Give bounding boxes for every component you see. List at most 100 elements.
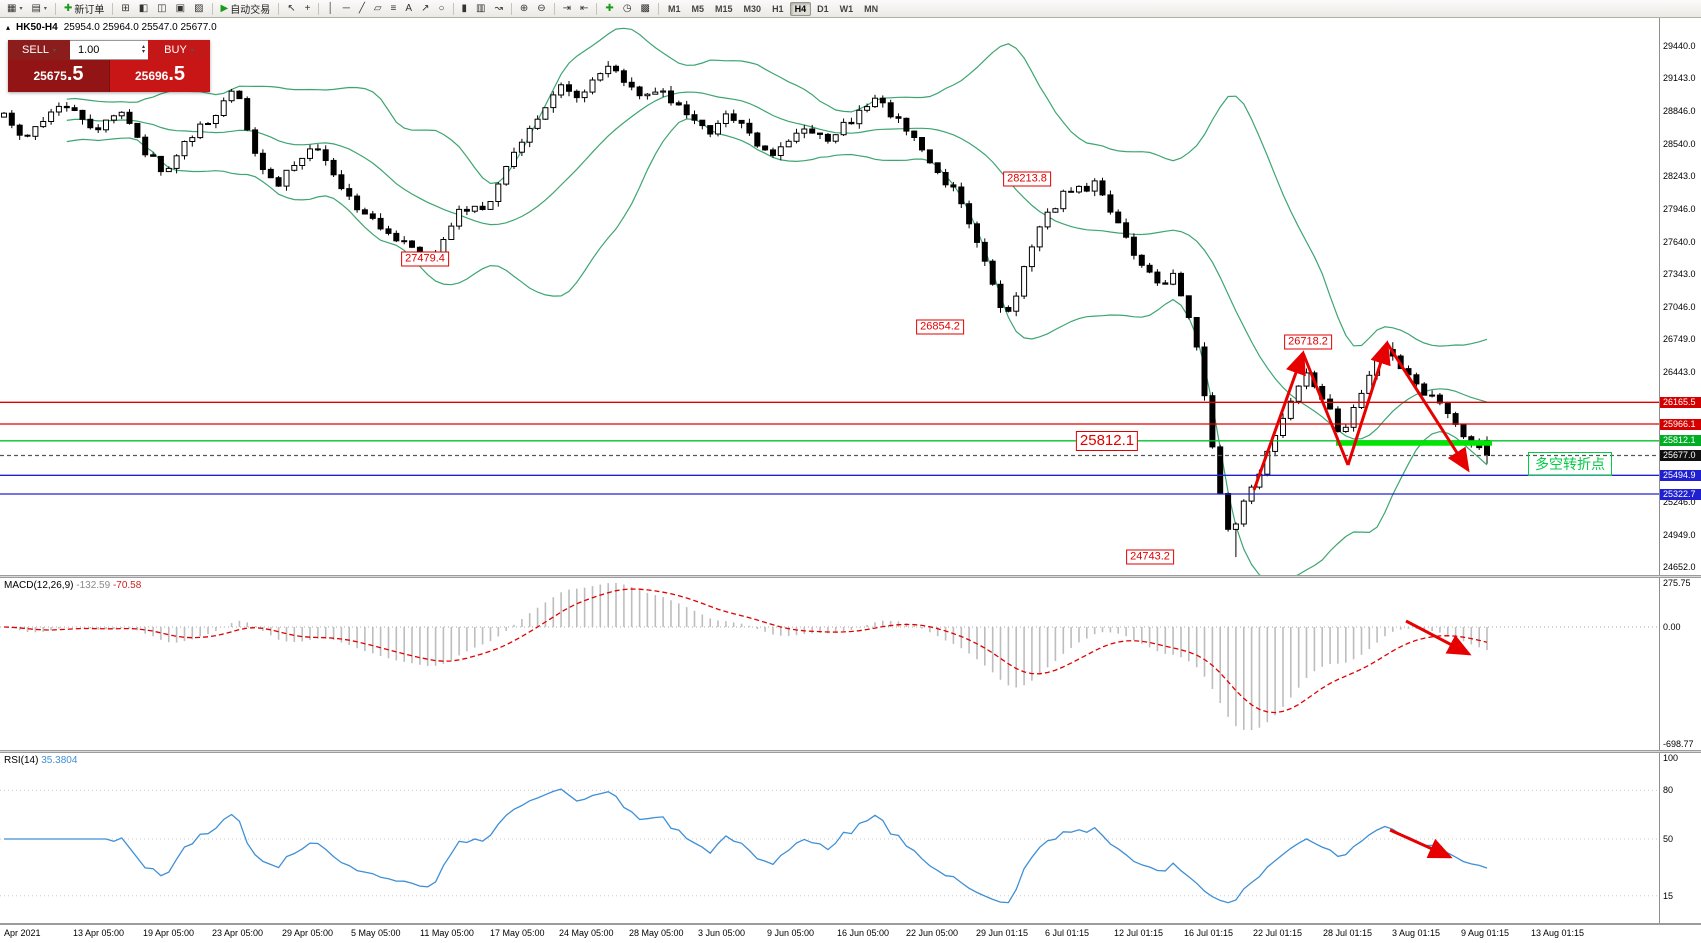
toolbar-separator <box>658 2 659 15</box>
trendline-button[interactable]: ╱ <box>355 1 369 16</box>
volume-input[interactable]: 1.00 ▴ ▾ <box>70 40 148 60</box>
price-axis-label: 27046.0 <box>1663 302 1696 312</box>
price-tag: 25322.7 <box>1660 489 1701 500</box>
volume-up-button[interactable]: ▴ <box>141 44 145 50</box>
time-axis-label: 12 Jul 01:15 <box>1114 928 1164 938</box>
toolbar-separator <box>112 2 114 15</box>
arrows-tool-button[interactable]: ↗ <box>417 1 433 16</box>
zoom-in-icon: ⊕ <box>519 2 529 14</box>
periods-button[interactable]: ◷ <box>619 1 636 16</box>
horizontal-line-button[interactable]: ─ <box>339 1 354 16</box>
text-label-button[interactable]: A <box>401 1 416 16</box>
price-axis-label: 24949.0 <box>1663 530 1696 540</box>
time-axis-label: 9 Aug 01:15 <box>1461 928 1510 938</box>
rsi-panel[interactable] <box>0 753 1659 923</box>
price-annotation[interactable]: 26718.2 <box>1284 334 1332 350</box>
bar-chart-icon: ▥ <box>476 2 486 14</box>
main-price-chart[interactable] <box>0 18 1659 575</box>
rsi-svg[interactable] <box>0 753 1659 923</box>
templates-button[interactable]: ▩ <box>637 1 654 16</box>
timeframe-d1-button[interactable]: D1 <box>817 3 829 14</box>
price-annotation[interactable]: 24743.2 <box>1126 549 1174 565</box>
price-axis-label: 28846.0 <box>1663 106 1696 116</box>
horizontal-levels[interactable] <box>0 401 1659 495</box>
trend-arrow[interactable] <box>1252 350 1306 491</box>
price-tag: 25677.0 <box>1660 450 1701 461</box>
strategy-tester-button[interactable]: ▨ <box>190 1 207 16</box>
new-order-icon: ✚ <box>63 2 73 14</box>
zoom-in-button[interactable]: ⊕ <box>516 1 532 16</box>
panel-separator[interactable] <box>0 575 1701 578</box>
timeframe-w1-button[interactable]: W1 <box>839 3 854 14</box>
shapes-tool-button[interactable]: ○ <box>434 1 448 16</box>
trend-arrow[interactable] <box>1346 340 1391 466</box>
timeframe-h4-button[interactable]: H4 <box>789 1 812 16</box>
price-annotation[interactable]: 28213.8 <box>1003 171 1051 187</box>
time-axis-label: 19 Apr 05:00 <box>143 928 195 938</box>
price-annotation[interactable]: 27479.4 <box>401 251 449 267</box>
macd-svg[interactable] <box>0 578 1659 750</box>
macd-panel[interactable] <box>0 578 1659 750</box>
profiles-button[interactable]: ▤ ▾ <box>27 1 50 16</box>
timeframe-m1-button[interactable]: M1 <box>668 3 681 14</box>
timeframe-h1-button[interactable]: H1 <box>772 3 784 14</box>
zoom-out-button[interactable]: ⊖ <box>533 1 549 16</box>
horizontal-line-icon: ─ <box>342 2 350 14</box>
data-window-icon: ◧ <box>138 2 149 14</box>
fibonacci-retracement-icon: ≡ <box>390 2 397 14</box>
trendline-icon: ╱ <box>358 2 365 14</box>
new-chart-caret-icon: ▾ <box>19 6 23 12</box>
candlestick-chart-button[interactable]: ▮ <box>458 1 472 16</box>
terminal-button[interactable]: ▣ <box>172 1 189 16</box>
navigator-button[interactable]: ◫ <box>153 1 170 16</box>
price-axis[interactable]: 29440.0 29143.0 28846.0 28540.0 28243.0 27946… <box>1659 18 1701 923</box>
toolbar-separator <box>596 2 598 15</box>
buy-button[interactable]: BUY ▾ <box>148 40 210 60</box>
rsi-trend-arrow[interactable] <box>1389 828 1453 859</box>
sell-price[interactable]: 25675.5 <box>8 60 109 92</box>
volume-down-button[interactable]: ▾ <box>141 49 145 55</box>
equidistant-channel-button[interactable]: ▱ <box>370 1 386 16</box>
timeframe-m15-button[interactable]: M15 <box>715 3 733 14</box>
new-chart-button[interactable]: ▦ ▾ <box>3 1 26 16</box>
crosshair-button[interactable]: + <box>301 1 315 16</box>
rsi-line <box>4 788 1488 904</box>
toolbar-separator <box>211 2 213 15</box>
trend-arrow[interactable] <box>1301 352 1350 466</box>
macd-trend-arrow[interactable] <box>1405 619 1472 656</box>
turning-point-note[interactable]: 多空转折点 <box>1528 452 1612 476</box>
auto-trading-button[interactable]: ▶ 自动交易 <box>217 1 275 16</box>
buy-price[interactable]: 25696.5 <box>109 60 210 92</box>
indicators-button[interactable]: ✚ <box>601 1 617 16</box>
price-annotation[interactable]: 25812.1 <box>1075 431 1139 451</box>
vertical-line-button[interactable]: │ <box>323 1 337 16</box>
new-order-label: 新订单 <box>74 5 105 16</box>
panel-separator[interactable] <box>0 750 1701 753</box>
macd-axis-label: -698.77 <box>1663 739 1694 749</box>
time-axis-label: 16 Jun 05:00 <box>837 928 890 938</box>
market-watch-button[interactable]: ⊞ <box>117 1 133 16</box>
cursor-icon: ↖ <box>287 2 296 14</box>
one-click-collapse-icon[interactable]: ▴ <box>6 23 11 32</box>
timeframe-m5-button[interactable]: M5 <box>691 3 705 14</box>
trend-arrow[interactable] <box>1385 342 1470 473</box>
time-axis-label: 22 Jul 01:15 <box>1253 928 1303 938</box>
terminal-icon: ▣ <box>175 2 186 14</box>
auto-scroll-button[interactable]: ⇥ <box>559 1 575 16</box>
data-window-button[interactable]: ◧ <box>135 1 152 16</box>
new-order-button[interactable]: ✚ 新订单 <box>60 1 108 16</box>
main-chart-svg[interactable] <box>0 18 1659 575</box>
line-chart-button[interactable]: ↝ <box>490 1 506 16</box>
time-axis[interactable]: Apr 2021 13 Apr 05:00 19 Apr 05:00 23 Apr 0… <box>0 925 1701 943</box>
price-annotation[interactable]: 26854.2 <box>916 319 964 335</box>
fibonacci-retracement-button[interactable]: ≡ <box>387 1 401 16</box>
cursor-button[interactable]: ↖ <box>283 1 299 16</box>
timeframe-mn-button[interactable]: MN <box>864 3 879 14</box>
chart-shift-button[interactable]: ⇤ <box>576 1 592 16</box>
macd-axis-label: 0.00 <box>1663 622 1681 632</box>
sell-button[interactable]: SELL ▾ <box>8 40 70 60</box>
bar-chart-button[interactable]: ▥ <box>472 1 489 16</box>
timeframe-m30-button[interactable]: M30 <box>743 3 762 14</box>
